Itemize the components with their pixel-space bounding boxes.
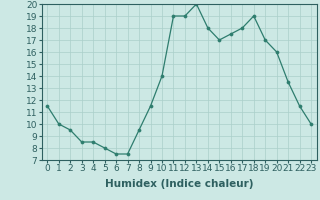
X-axis label: Humidex (Indice chaleur): Humidex (Indice chaleur) [105, 179, 253, 189]
